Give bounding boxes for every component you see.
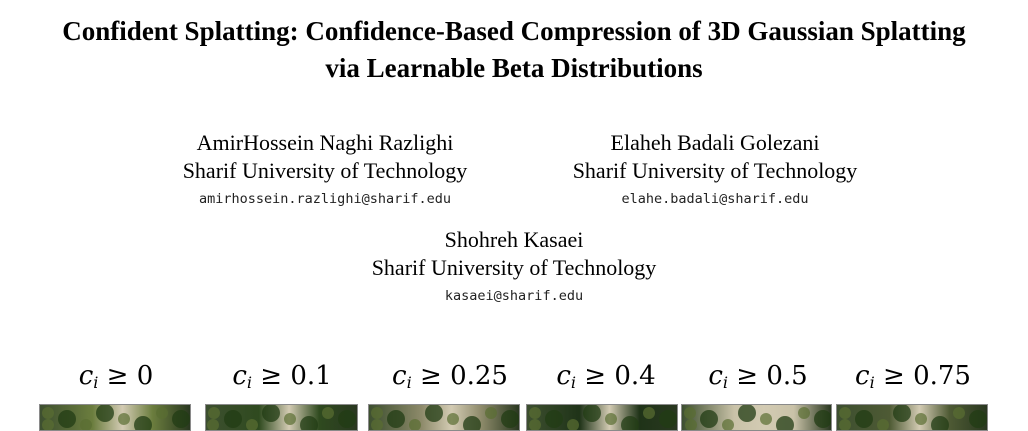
render-thumbnail [681,404,832,431]
author-affiliation: Sharif University of Technology [572,158,858,183]
confidence-subscript: i [406,373,412,392]
teaser-figure: ci ≥ 0 ci ≥ 0.1 ci ≥ 0.25 ci ≥ 0.4 ci ≥ 0.5 c… [0,356,1028,431]
paper-title-line-1: Confident Splatting: Confidence-Based Co… [62,16,966,46]
threshold-value: 0.25 [450,361,508,391]
render-thumbnail [39,404,191,431]
confidence-subscript: i [570,373,576,392]
threshold-label: ci ≥ 0 [36,356,196,403]
render-thumbnail [368,404,520,431]
author-block-2: Elaheh Badali Golezani Sharif University… [515,129,915,209]
operator: ≥ [874,361,914,391]
author-name: AmirHossein Naghi Razlighi [196,130,454,155]
threshold-value: 0.75 [913,361,971,391]
operator: ≥ [98,361,137,391]
threshold-value: 0 [136,361,154,391]
author-name: Elaheh Badali Golezani [610,130,820,155]
author-affiliation: Sharif University of Technology [182,158,468,183]
foliage-illustration [371,405,519,430]
render-thumbnail [836,404,988,431]
threshold-value: 0.5 [766,361,808,391]
operator: ≥ [252,361,291,391]
threshold-value: 0.1 [290,361,332,391]
author-block-3: Shohreh Kasaei Sharif University of Tech… [314,226,714,306]
operator: ≥ [728,361,767,391]
confidence-symbol: c [232,361,247,391]
threshold-label: ci ≥ 0.25 [370,356,530,403]
confidence-subscript: i [246,373,252,392]
foliage-illustration [42,405,190,430]
author-email[interactable]: kasaei@sharif.edu [444,288,584,304]
author-email[interactable]: elahe.badali@sharif.edu [621,191,809,207]
operator: ≥ [576,361,615,391]
confidence-symbol: c [78,361,94,391]
threshold-label: ci ≥ 0.4 [526,356,686,403]
author-name: Shohreh Kasaei [444,227,584,252]
threshold-label: ci ≥ 0.1 [202,356,362,403]
foliage-illustration [529,405,677,430]
confidence-subscript: i [869,373,875,392]
foliage-illustration [207,405,356,430]
confidence-symbol: c [855,361,870,391]
threshold-label: ci ≥ 0.5 [678,356,838,403]
foliage-illustration [839,405,987,430]
foliage-illustration [684,405,831,430]
confidence-symbol: c [556,361,571,391]
author-affiliation: Sharif University of Technology [371,255,657,280]
confidence-symbol: c [708,361,723,391]
author-email[interactable]: amirhossein.razlighi@sharif.edu [199,191,451,207]
confidence-subscript: i [722,373,728,392]
threshold-value: 0.4 [614,361,656,391]
confidence-subscript: i [93,373,99,392]
render-thumbnail [205,404,358,431]
operator: ≥ [411,361,451,391]
author-block-1: AmirHossein Naghi Razlighi Sharif Univer… [125,129,525,209]
render-thumbnail [526,404,678,431]
paper-title-line-2: via Learnable Beta Distributions [325,53,703,83]
confidence-symbol: c [392,361,407,391]
threshold-label: ci ≥ 0.75 [833,356,993,403]
